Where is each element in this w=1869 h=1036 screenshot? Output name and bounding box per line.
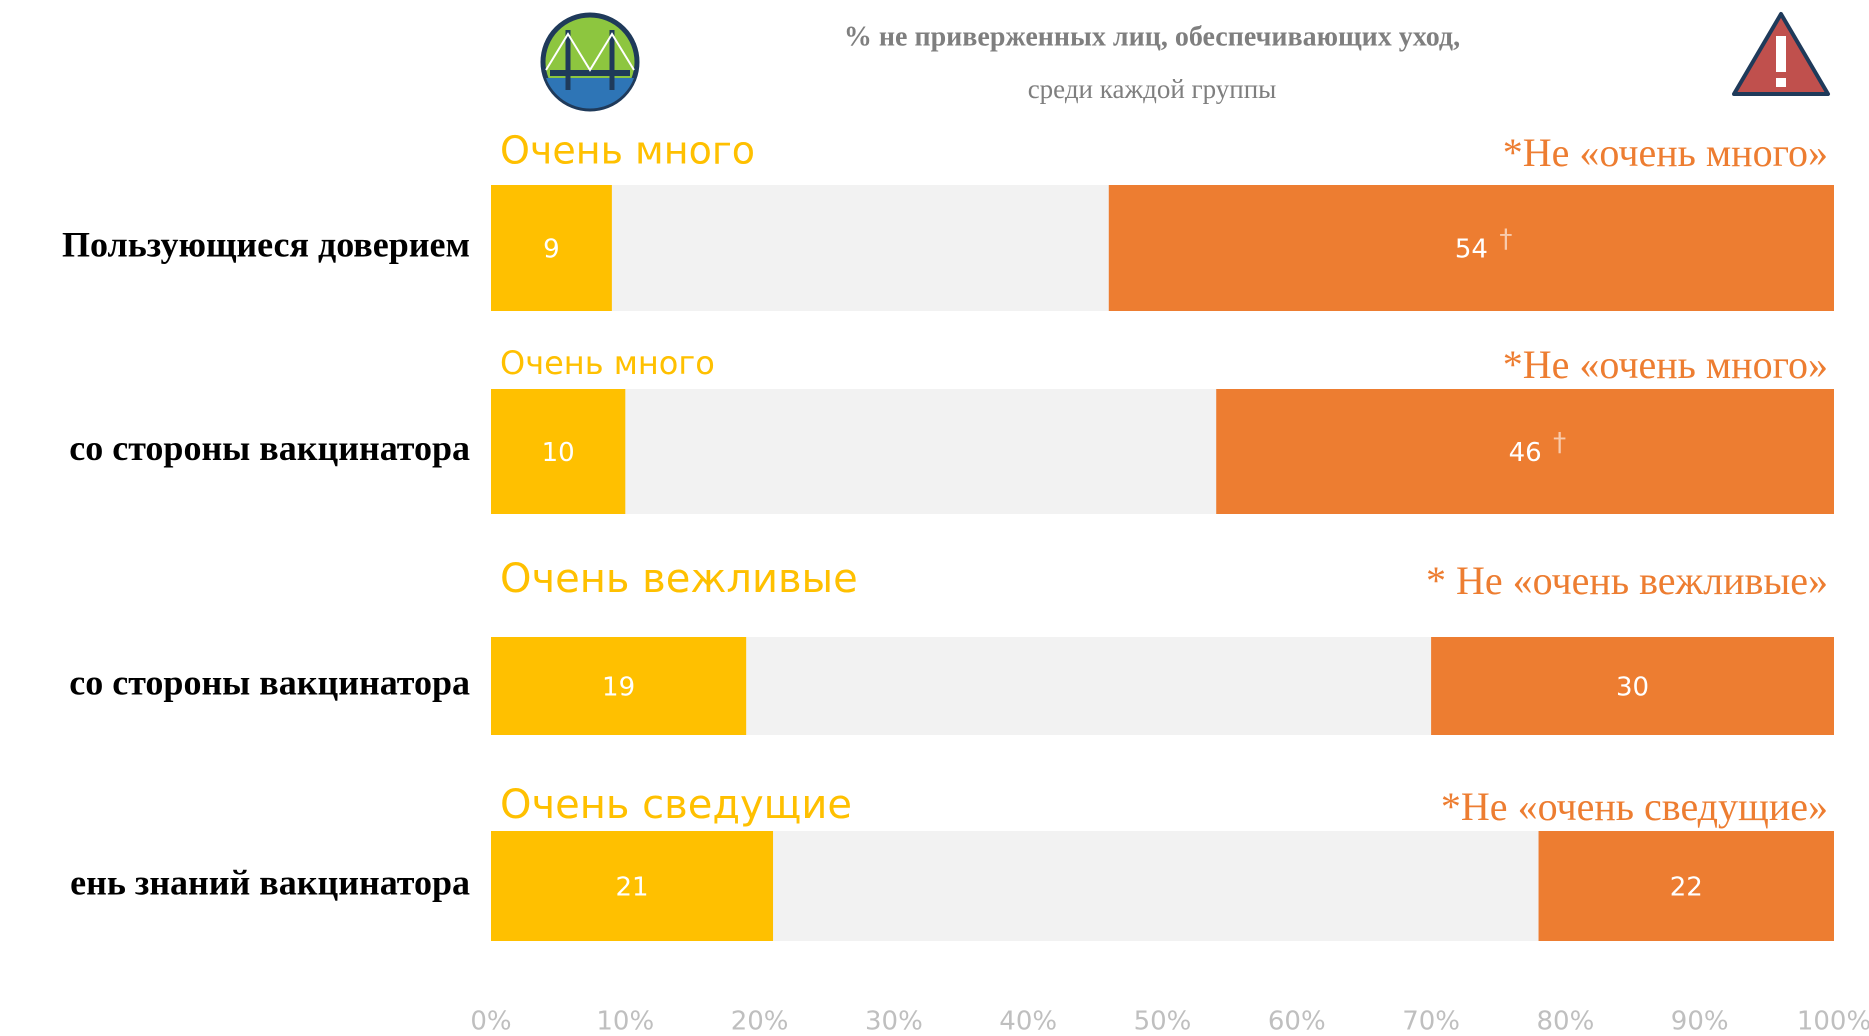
bar <box>491 389 626 514</box>
category-label: Пользующиеся доверием <box>62 224 470 264</box>
bar <box>1216 389 1834 514</box>
x-tick-label: 90% <box>1671 1007 1729 1036</box>
bar <box>491 831 774 941</box>
right-label: * Не «очень вежливые» <box>1426 558 1828 603</box>
left-label: Очень вежливые <box>500 556 858 602</box>
bar <box>491 185 612 311</box>
bar <box>491 637 747 735</box>
chart-title: % не приверженных лиц, обеспечивающих ух… <box>844 21 1460 52</box>
bar <box>1108 185 1834 311</box>
right-label: *Не «очень много» <box>1503 130 1828 175</box>
left-label: Очень много <box>500 129 755 173</box>
value-label: 10 <box>542 438 575 468</box>
left-label: Очень сведущие <box>500 782 852 828</box>
chart-subtitle: среди каждой группы <box>1028 74 1277 104</box>
category-label: со стороны вакцинатора <box>69 428 470 468</box>
right-label: *Не «очень много» <box>1503 342 1828 387</box>
value-label: 21 <box>615 873 648 903</box>
right-label: *Не «очень сведущие» <box>1441 784 1828 829</box>
note-mark: † <box>1499 225 1512 255</box>
bar <box>1431 637 1834 735</box>
value-label: 30 <box>1616 673 1649 703</box>
x-tick-label: 10% <box>596 1007 654 1036</box>
note-mark: † <box>1553 428 1566 458</box>
x-tick-label: 0% <box>470 1007 511 1036</box>
value-label: 46 <box>1509 438 1542 468</box>
x-tick-label: 40% <box>999 1007 1057 1036</box>
x-tick-label: 20% <box>731 1007 789 1036</box>
x-tick-label: 70% <box>1402 1007 1460 1036</box>
left-label: Очень много <box>500 344 715 382</box>
value-label: 22 <box>1670 873 1703 903</box>
x-tick-label: 100% <box>1797 1007 1869 1036</box>
value-label: 54 <box>1455 235 1488 265</box>
x-tick-label: 30% <box>865 1007 923 1036</box>
x-tick-label: 50% <box>1134 1007 1192 1036</box>
bridge-icon <box>540 12 640 112</box>
bar <box>1538 831 1834 941</box>
value-label: 9 <box>543 235 560 265</box>
category-label: ень знаний вакцинатора <box>70 862 470 902</box>
value-label: 19 <box>602 673 635 703</box>
category-label: со стороны вакцинатора <box>69 662 470 702</box>
x-tick-label: 80% <box>1537 1007 1595 1036</box>
warning-icon <box>1732 12 1830 96</box>
x-tick-label: 60% <box>1268 1007 1326 1036</box>
